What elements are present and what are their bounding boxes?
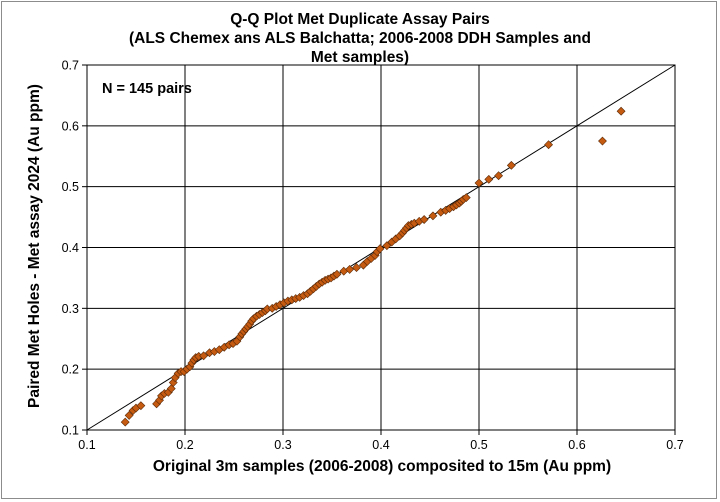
data-point (428, 211, 438, 221)
data-point (461, 193, 471, 203)
y-tick-label: 0.5 (62, 180, 79, 194)
data-point (345, 264, 355, 274)
chart-title-line-2: (ALS Chemex ans ALS Balchatta; 2006-2008… (128, 30, 591, 47)
x-tick-label: 0.6 (568, 438, 585, 452)
data-point (419, 215, 429, 224)
data-point (506, 160, 516, 170)
data-point (484, 174, 494, 184)
x-tick-label: 0.5 (470, 438, 487, 452)
y-tick-label: 0.3 (62, 302, 79, 316)
x-tick-label: 0.3 (274, 438, 291, 452)
data-point (494, 171, 504, 181)
x-tick-label: 0.1 (78, 438, 95, 452)
data-point (166, 384, 176, 394)
chart-title: Q-Q Plot Met Duplicate Assay Pairs (ALS … (2, 10, 718, 67)
data-point (124, 410, 134, 420)
data-point (382, 241, 392, 251)
data-point (199, 351, 209, 361)
data-point (352, 263, 361, 272)
y-tick-label: 0.1 (62, 424, 79, 438)
data-point (120, 417, 130, 427)
data-point (375, 244, 385, 254)
axis-ticks: 0.1 0.2 0.3 0.4 0.5 0.6 0.7 0.1 0.2 0.3 0.4 0.5 0.6 0… (62, 59, 684, 453)
sample-count-annotation: N = 145 pairs (102, 81, 192, 97)
data-point (598, 136, 607, 146)
y-axis-label: Paired Met Holes - Met assay 2024 (Au pp… (26, 84, 43, 408)
y-tick-label: 0.7 (62, 59, 79, 73)
x-tick-label: 0.4 (372, 438, 389, 452)
y-tick-label: 0.6 (62, 119, 79, 133)
chart-title-line-1: Q-Q Plot Met Duplicate Assay Pairs (230, 11, 490, 28)
data-point (474, 178, 484, 188)
y-tick-label: 0.4 (62, 241, 79, 255)
data-point (332, 269, 342, 279)
data-points (120, 106, 626, 427)
data-point (616, 106, 626, 116)
x-tick-label: 0.2 (176, 438, 193, 452)
data-point (136, 401, 146, 411)
chart-title-line-3: Met samples) (310, 49, 410, 66)
data-point (544, 140, 554, 150)
plot-border (86, 64, 676, 431)
x-tick-label: 0.7 (666, 438, 683, 452)
y-tick-label: 0.2 (62, 363, 79, 377)
x-axis-label: Original 3m samples (2006-2008) composit… (152, 458, 612, 475)
